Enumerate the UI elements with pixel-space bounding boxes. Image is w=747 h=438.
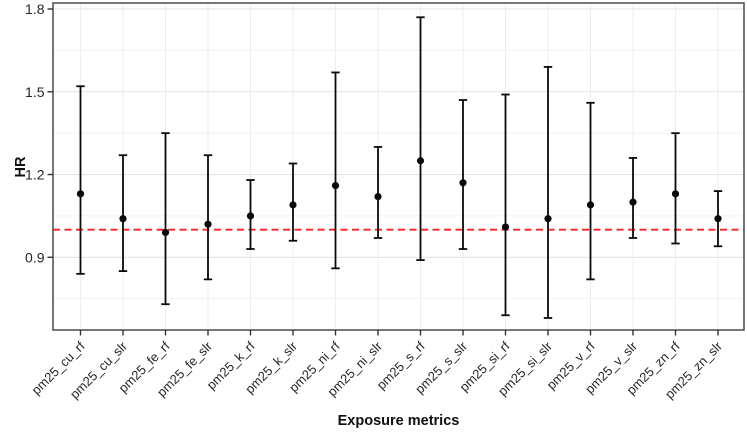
panel-border [52,2,745,331]
point-estimate [161,228,170,237]
point-estimate [544,215,552,223]
point-estimate [671,190,680,198]
point-estimate [119,215,127,223]
point-estimate [714,215,722,223]
point-estimate [586,201,595,209]
point-estimate [204,220,212,228]
y-tick-label: 0.9 [25,249,45,265]
point-estimate [374,193,382,201]
y-tick-label: 1.2 [25,167,45,183]
y-axis-title: HR [13,156,29,178]
y-tick-label: 1.5 [25,84,45,100]
point-estimate [289,201,297,209]
point-estimate [459,179,467,187]
x-axis-title: Exposure metrics [337,413,460,429]
point-estimate [331,181,340,190]
point-estimate [246,212,255,220]
plot-panel [53,3,744,330]
y-tick-label: 1.8 [25,1,45,17]
point-estimate [76,190,85,198]
point-estimate [629,198,637,206]
point-estimate [501,223,510,231]
point-estimate [416,157,425,165]
